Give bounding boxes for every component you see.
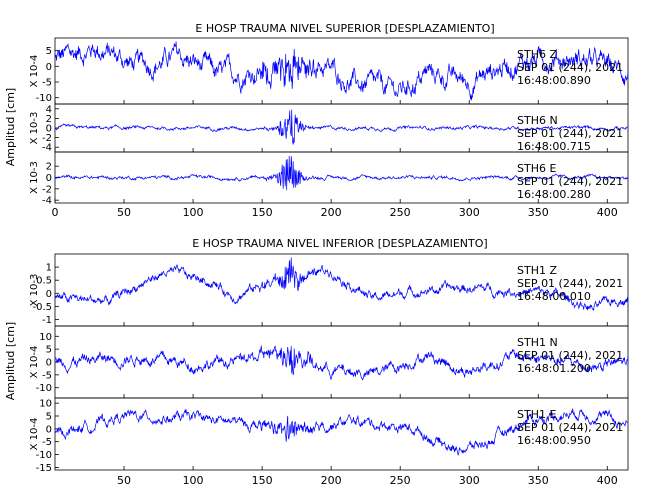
y-tick-label: -1 — [42, 315, 52, 326]
exponent-label: X 10-4 — [29, 346, 40, 379]
station-label: STH1 Z — [517, 264, 557, 277]
x-tick-label: 200 — [321, 206, 342, 219]
y-tick-label: 10 — [39, 399, 52, 410]
upper-title: E HOSP TRAUMA NIVEL SUPERIOR [DESPLAZAMI… — [195, 22, 494, 35]
upper-ylabel: Amplitud [cm] — [4, 88, 17, 166]
y-tick-label: 0 — [46, 124, 52, 135]
x-tick-label: 100 — [183, 474, 204, 487]
y-tick-label: 4 — [46, 104, 52, 115]
time-label: 16:48:00.715 — [517, 140, 591, 153]
y-tick-label: -2 — [42, 133, 52, 144]
waveform-trace — [54, 257, 629, 311]
exponent-label: X 10-3 — [29, 112, 40, 145]
date-label: SEP 01 (244), 2021 — [517, 421, 623, 434]
station-label: STH6 E — [517, 162, 556, 175]
waveform-trace — [54, 345, 629, 381]
waveform-trace — [54, 155, 629, 191]
y-tick-label: -15 — [36, 463, 52, 474]
waveform-trace — [54, 408, 629, 456]
exponent-label: X 10-3 — [29, 274, 40, 307]
y-tick-label: -4 — [42, 196, 52, 207]
station-label: STH1 N — [517, 336, 558, 349]
time-label: 16:48:00.010 — [517, 290, 591, 303]
x-tick-label: 200 — [321, 474, 342, 487]
x-tick-label: 50 — [117, 206, 131, 219]
trace-frame — [54, 397, 629, 471]
y-tick-label: -2 — [42, 184, 52, 195]
x-tick-label: 50 — [117, 474, 131, 487]
x-tick-label: 0 — [52, 206, 59, 219]
y-tick-label: -10 — [36, 93, 52, 104]
y-tick-label: 0 — [46, 358, 52, 369]
x-tick-label: 400 — [597, 206, 618, 219]
station-label: STH6 Z — [517, 48, 557, 61]
y-tick-label: 0 — [46, 62, 52, 73]
y-tick-label: -4 — [42, 143, 52, 154]
y-tick-label: -0.5 — [32, 302, 52, 313]
y-tick-label: 2 — [46, 114, 52, 125]
x-tick-label: 350 — [528, 474, 549, 487]
lower-title: E HOSP TRAUMA NIVEL INFERIOR [DESPLAZAMI… — [192, 237, 487, 250]
time-label: 16:48:01.200 — [517, 362, 591, 375]
station-label: STH1 E — [517, 408, 556, 421]
x-tick-label: 250 — [390, 474, 411, 487]
y-tick-label: 10 — [39, 332, 52, 343]
date-label: SEP 01 (244), 2021 — [517, 349, 623, 362]
exponent-label: X 10-3 — [29, 161, 40, 194]
x-tick-label: 400 — [597, 474, 618, 487]
time-label: 16:48:00.950 — [517, 434, 591, 447]
x-tick-label: 300 — [459, 474, 480, 487]
date-label: SEP 01 (244), 2021 — [517, 175, 623, 188]
x-tick-label: 250 — [390, 206, 411, 219]
lower-ylabel: Amplitud [cm] — [4, 322, 17, 400]
time-label: 16:48:00.280 — [517, 188, 591, 201]
y-tick-label: -10 — [36, 450, 52, 461]
x-tick-label: 300 — [459, 206, 480, 219]
x-tick-label: 350 — [528, 206, 549, 219]
exponent-label: X 10-4 — [29, 55, 40, 88]
y-tick-label: 2 — [46, 162, 52, 173]
y-tick-label: -5 — [42, 370, 52, 381]
y-tick-label: 0 — [46, 173, 52, 184]
y-tick-label: -5 — [42, 78, 52, 89]
date-label: SEP 01 (244), 2021 — [517, 61, 623, 74]
y-tick-label: 0 — [46, 424, 52, 435]
y-tick-label: 0.5 — [36, 276, 52, 287]
x-tick-label: 150 — [252, 474, 273, 487]
y-tick-label: 5 — [46, 345, 52, 356]
y-tick-label: 0 — [46, 289, 52, 300]
y-tick-label: 5 — [46, 46, 52, 57]
x-tick-label: 150 — [252, 206, 273, 219]
y-tick-label: 1 — [46, 263, 52, 274]
waveform-trace — [54, 109, 629, 145]
y-tick-label: -5 — [42, 437, 52, 448]
time-label: 16:48:00.890 — [517, 74, 591, 87]
exponent-label: X 10-4 — [29, 418, 40, 451]
date-label: SEP 01 (244), 2021 — [517, 277, 623, 290]
y-tick-label: -10 — [36, 383, 52, 394]
x-tick-label: 100 — [183, 206, 204, 219]
station-label: STH6 N — [517, 114, 558, 127]
date-label: SEP 01 (244), 2021 — [517, 127, 623, 140]
waveform-trace — [54, 41, 629, 101]
y-tick-label: 5 — [46, 412, 52, 423]
